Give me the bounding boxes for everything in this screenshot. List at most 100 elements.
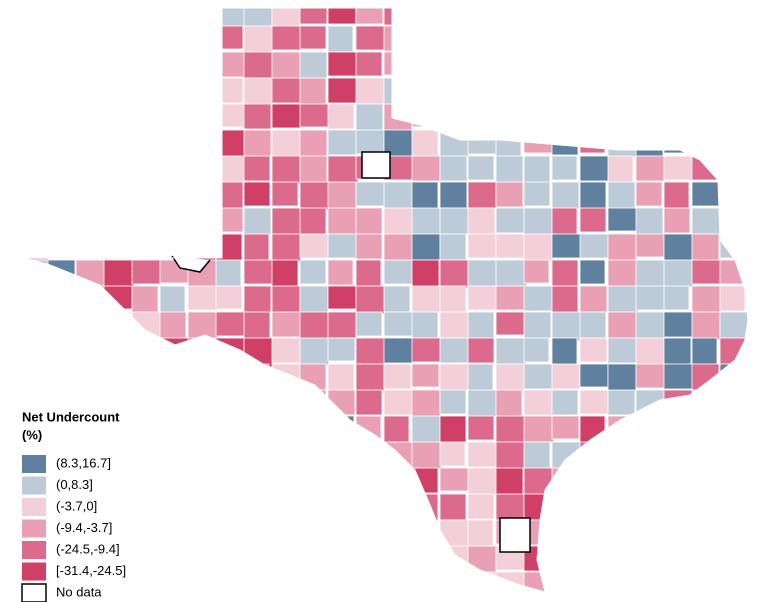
county (299, 441, 331, 468)
county (495, 77, 528, 105)
county (467, 207, 496, 235)
county (495, 337, 527, 365)
county (467, 441, 499, 468)
county (523, 337, 550, 363)
county (215, 233, 243, 262)
county (299, 519, 328, 546)
county (271, 181, 299, 207)
legend: (8.3,16.7] (0,8.3] (-3.7,0] (-9.4,-3.7] (-24… (21, 455, 126, 602)
county (25, 285, 51, 313)
county (663, 363, 696, 390)
county (187, 311, 219, 340)
county (299, 545, 326, 570)
county (579, 129, 606, 154)
county (25, 8, 49, 25)
county (75, 51, 108, 81)
county (579, 181, 607, 212)
county (215, 8, 248, 30)
county (131, 441, 163, 468)
legend-label: (0,8.3] (56, 477, 93, 492)
county (187, 103, 219, 128)
county (635, 311, 666, 341)
county (327, 8, 357, 25)
county (243, 441, 272, 466)
county (663, 571, 692, 592)
county (103, 233, 131, 260)
county (131, 181, 164, 206)
county (383, 545, 414, 576)
county (159, 415, 188, 443)
county (75, 103, 104, 131)
county (243, 25, 274, 54)
county (215, 181, 244, 210)
county (75, 77, 103, 106)
county (131, 493, 161, 523)
county (467, 155, 495, 181)
county (187, 571, 218, 592)
county (187, 25, 215, 55)
county (439, 545, 469, 570)
county (607, 8, 637, 29)
county (747, 77, 748, 103)
county (523, 259, 550, 284)
county (215, 285, 243, 310)
county (327, 103, 355, 130)
county (243, 285, 272, 315)
county (271, 389, 304, 419)
county (160, 598, 187, 602)
county (25, 363, 47, 389)
county (439, 285, 467, 315)
county (355, 545, 383, 574)
county (551, 337, 578, 368)
county (439, 389, 467, 415)
county (551, 571, 583, 592)
county (411, 545, 444, 572)
county (439, 233, 467, 261)
county (411, 363, 440, 388)
county (299, 129, 328, 158)
county (635, 285, 667, 311)
county (75, 25, 104, 56)
county (271, 77, 302, 104)
county (439, 519, 471, 548)
county (551, 545, 583, 574)
county (496, 598, 521, 602)
county (131, 337, 159, 364)
county (355, 493, 384, 524)
counties (25, 8, 748, 602)
county (355, 571, 384, 592)
county (579, 25, 608, 56)
county (159, 25, 191, 54)
county (159, 519, 189, 545)
county (523, 8, 551, 24)
county (663, 441, 695, 469)
legend-swatch (21, 583, 47, 602)
county (131, 77, 163, 104)
county (663, 259, 695, 288)
county (328, 598, 354, 602)
county (691, 571, 719, 592)
county (355, 207, 383, 237)
county (243, 8, 273, 30)
county (747, 337, 748, 363)
county (719, 467, 747, 494)
county (635, 493, 663, 521)
county (103, 181, 135, 210)
county (439, 207, 471, 235)
county (495, 259, 528, 287)
county (579, 285, 608, 313)
county (131, 571, 158, 592)
county (25, 155, 48, 183)
county (747, 415, 748, 446)
county (159, 285, 186, 315)
county (75, 337, 107, 366)
county (747, 311, 748, 337)
county (495, 25, 523, 52)
county (299, 25, 327, 50)
county (327, 25, 354, 53)
county (635, 51, 662, 76)
county (551, 493, 578, 522)
county (635, 415, 663, 444)
county (243, 103, 272, 130)
